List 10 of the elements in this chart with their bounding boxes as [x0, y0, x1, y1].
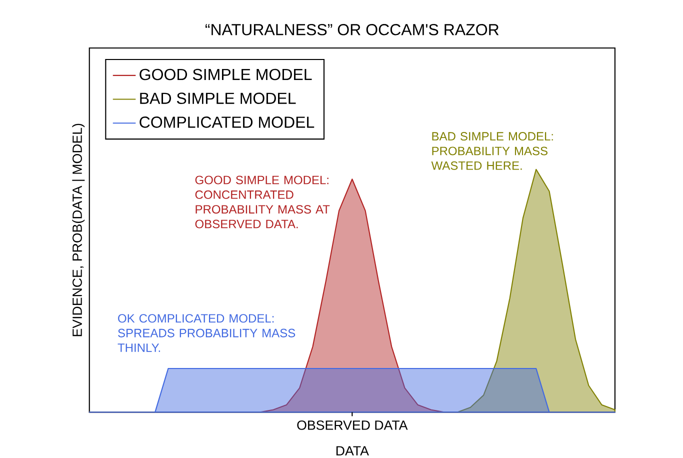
annotation: GOOD SIMPLE MODEL: CONCENTRATED PROBABILITY MASS AT OBSERVED DATA. [195, 176, 330, 228]
y-axis-title: EVIDENCE, PROB(DATA | MODEL) [72, 124, 85, 336]
legend-label: COMPLICATED MODEL [140, 116, 314, 128]
chart-title: “NATURALNESS” OR OCCAM'S RAZOR [206, 24, 499, 36]
text: OBSERVED DATA [297, 420, 408, 430]
legend-label: BAD SIMPLE MODEL [140, 92, 296, 104]
annotation: BAD SIMPLE MODEL: PROBABILITY MASS WASTED HERE. [431, 132, 553, 170]
annotation: OK COMPLICATED MODEL: SPREADS PROBABILITY MASS THINLY. [118, 314, 296, 352]
legend-label: GOOD SIMPLE MODEL [140, 69, 312, 80]
x-axis-title: DATA [336, 446, 369, 456]
